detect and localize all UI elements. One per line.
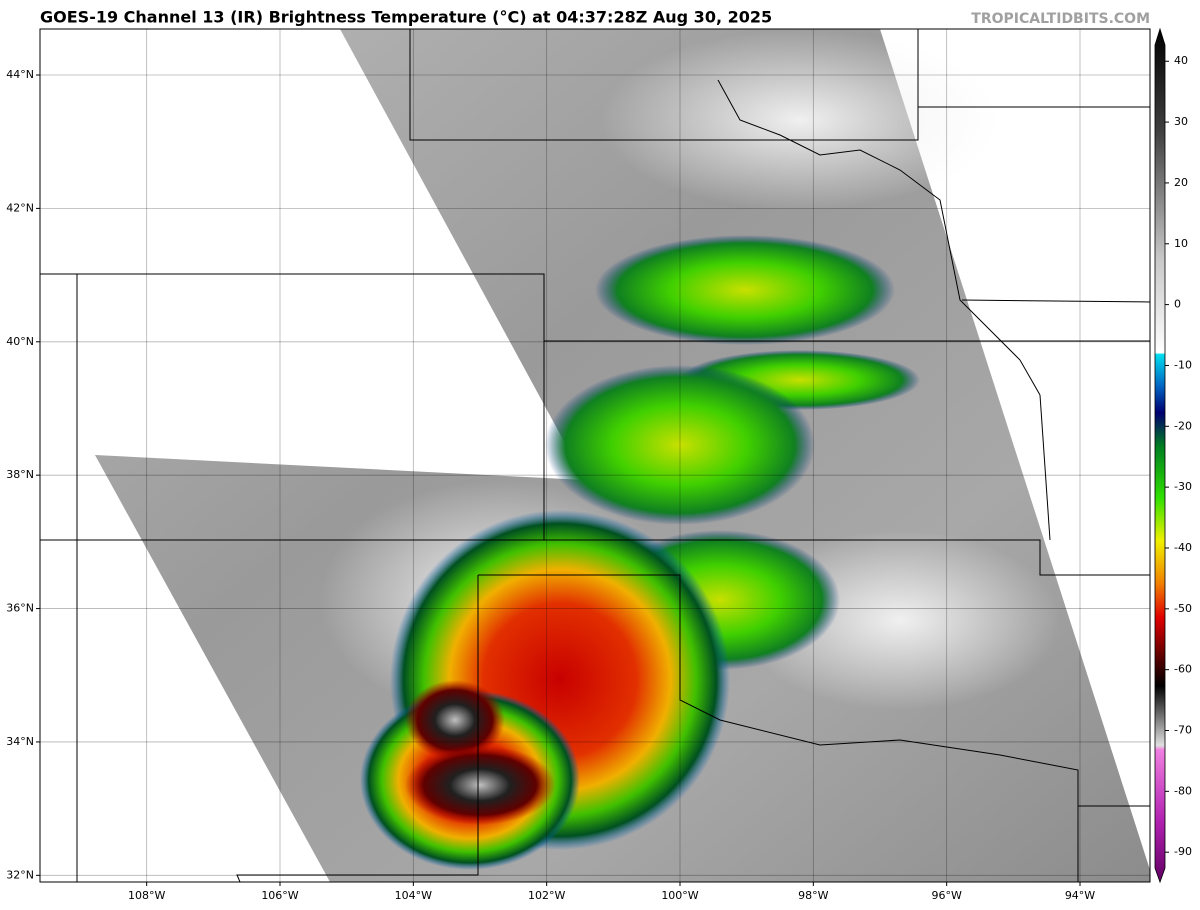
colorbar-tick-label: 0 xyxy=(1174,298,1181,311)
credit: TROPICALTIDBITS.COM xyxy=(971,11,1150,27)
storm-core xyxy=(405,680,505,760)
colorbar xyxy=(1154,27,1166,884)
lon-tick-label: 102°W xyxy=(528,889,565,902)
lat-tick-label: 34°N xyxy=(6,735,34,748)
colorbar-tick-label: -10 xyxy=(1174,358,1192,371)
storm-core xyxy=(405,745,555,825)
lon-tick-label: 94°W xyxy=(1065,889,1095,902)
lat-tick-label: 36°N xyxy=(6,602,34,615)
lon-tick-label: 106°W xyxy=(261,889,298,902)
colorbar-tick-label: -50 xyxy=(1174,602,1192,615)
colorbar-tick-label: -60 xyxy=(1174,663,1192,676)
lon-tick-label: 100°W xyxy=(661,889,698,902)
lat-tick-label: 32°N xyxy=(6,868,34,881)
lon-tick-label: 98°W xyxy=(798,889,828,902)
colorbar-tick-label: 40 xyxy=(1174,54,1188,67)
colorbar-tick-label: 10 xyxy=(1174,237,1188,250)
lat-tick-label: 40°N xyxy=(6,335,34,348)
lat-tick-label: 44°N xyxy=(6,68,34,81)
lat-tick-label: 42°N xyxy=(6,201,34,214)
graticule xyxy=(40,29,1150,882)
lon-tick-label: 104°W xyxy=(395,889,432,902)
lon-tick-label: 96°W xyxy=(931,889,961,902)
colorbar-tick-label: -80 xyxy=(1174,784,1192,797)
colorbar-tick-label: 20 xyxy=(1174,176,1188,189)
ticks: 108°W 106°W 104°W 102°W 100°W 98°W 96°W 94°W 44°… xyxy=(6,54,1192,902)
cloud-top xyxy=(595,235,895,345)
colorbar-tick-label: -40 xyxy=(1174,541,1192,554)
cloud-top xyxy=(545,365,815,525)
lat-tick-label: 38°N xyxy=(6,468,34,481)
map-title: GOES-19 Channel 13 (IR) Brightness Tempe… xyxy=(40,8,772,27)
lon-tick-label: 108°W xyxy=(128,889,165,902)
colorbar-tick-label: -30 xyxy=(1174,480,1192,493)
colorbar-tick-label: -70 xyxy=(1174,724,1192,737)
map-frame xyxy=(39,28,1151,883)
cloud xyxy=(600,30,1000,210)
imagery xyxy=(40,29,1150,882)
colorbar-tick-label: -20 xyxy=(1174,419,1192,432)
colorbar-tick-label: 30 xyxy=(1174,115,1188,128)
colorbar-tick-label: -90 xyxy=(1174,845,1192,858)
borders xyxy=(40,29,1150,882)
